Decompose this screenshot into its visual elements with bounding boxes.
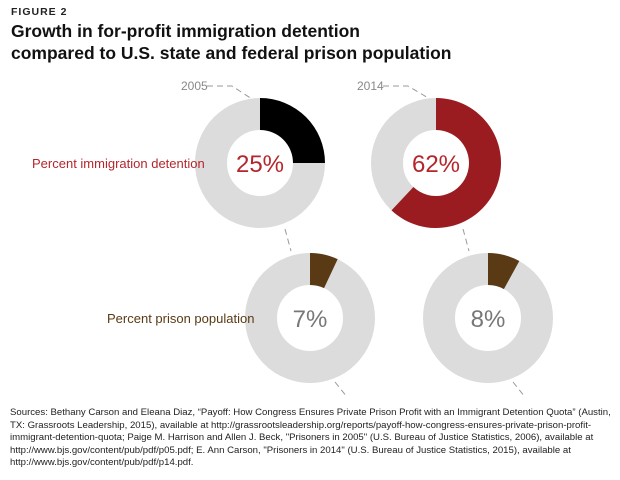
data-label: 62% (412, 151, 460, 178)
figure-label: FIGURE 2 (11, 6, 68, 18)
leader-line (383, 85, 431, 100)
row-label-immigration: Percent immigration detention (32, 156, 205, 171)
leader-lines (207, 85, 526, 398)
donut-immigration-2014 (371, 98, 501, 228)
year-label: 2005 (181, 79, 208, 93)
sources-note: Sources: Bethany Carson and Eleana Diaz,… (10, 407, 611, 468)
donut-slice (260, 98, 325, 163)
donut-group (195, 98, 553, 383)
donut-immigration-2005 (195, 98, 325, 228)
donut-slice (391, 98, 501, 228)
chart-title-line-2: compared to U.S. state and federal priso… (11, 43, 452, 63)
data-label: 25% (236, 151, 284, 178)
donut-slice (310, 253, 338, 289)
chart-labels: 25% 62% 7% 8% 2005 2014 Percent immigration de… (32, 79, 505, 333)
data-label: 7% (293, 306, 328, 333)
donut-chart: 25% 62% 7% 8% 2005 2014 Percent immigration de… (32, 79, 553, 398)
leader-line (207, 85, 253, 100)
row-label-prison: Percent prison population (107, 311, 254, 326)
leader-line (284, 228, 292, 252)
leader-line (512, 381, 526, 398)
chart-title: Growth in for-profit immigration detenti… (11, 20, 571, 64)
chart-title-line-1: Growth in for-profit immigration detenti… (11, 21, 360, 41)
leader-line (334, 381, 348, 398)
donut-prison-2005 (245, 253, 375, 383)
leader-line (462, 228, 470, 252)
donut-prison-2014 (423, 253, 553, 383)
data-label: 8% (471, 306, 506, 333)
donut-slice (488, 253, 520, 290)
year-label: 2014 (357, 79, 384, 93)
